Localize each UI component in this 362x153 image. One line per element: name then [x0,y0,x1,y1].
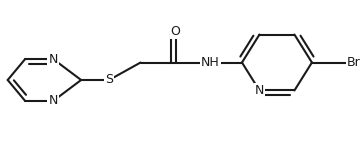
Text: S: S [105,73,113,86]
Text: N: N [49,95,58,107]
Text: NH: NH [201,56,220,69]
Text: O: O [171,24,181,37]
Text: Br: Br [347,56,361,69]
Text: N: N [49,52,58,65]
Text: N: N [255,84,264,97]
